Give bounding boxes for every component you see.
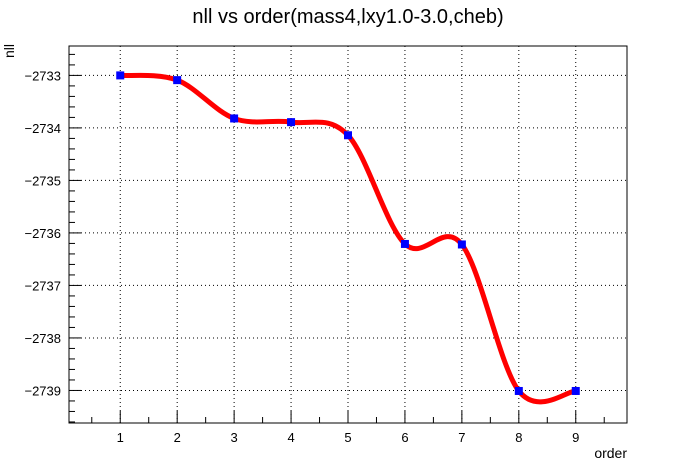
x-tick-label: 9 [572, 430, 579, 445]
y-tick-label: −2733 [24, 68, 61, 83]
data-point [400, 239, 409, 248]
series-line [117, 72, 579, 405]
x-tick-label: 3 [231, 430, 238, 445]
series-layer [116, 71, 580, 405]
x-tick-label: 7 [458, 430, 465, 445]
data-point [230, 114, 239, 123]
data-point [344, 131, 352, 140]
y-tick-label: −2738 [24, 331, 61, 346]
y-tick-label: −2737 [24, 278, 61, 293]
axis-ticks [69, 53, 605, 423]
y-axis-title: nll [1, 44, 17, 58]
x-tick-label: 5 [344, 430, 351, 445]
data-point [287, 118, 296, 127]
data-point [514, 386, 523, 395]
y-tick-label: −2736 [24, 226, 61, 241]
data-point [173, 76, 182, 85]
x-axis-title: order [594, 445, 627, 461]
y-tick-label: −2734 [24, 121, 61, 136]
y-tick-label: −2739 [24, 383, 61, 398]
x-tick-label: 2 [174, 430, 181, 445]
chart-title: nll vs order(mass4,lxy1.0-3.0,cheb) [192, 6, 503, 28]
x-tick-label: 4 [287, 430, 294, 445]
data-point [116, 71, 125, 80]
x-tick-label: 6 [401, 430, 408, 445]
y-tick-label: −2735 [24, 173, 61, 188]
tick-labels: 1 2 3 4 5 6 7 8 9 −2739 −2738 −2737 −2736 −2735 −2734 −… [24, 68, 579, 445]
data-point [457, 240, 466, 249]
x-tick-label: 8 [515, 430, 522, 445]
x-tick-label: 1 [117, 430, 124, 445]
data-point [571, 386, 580, 395]
